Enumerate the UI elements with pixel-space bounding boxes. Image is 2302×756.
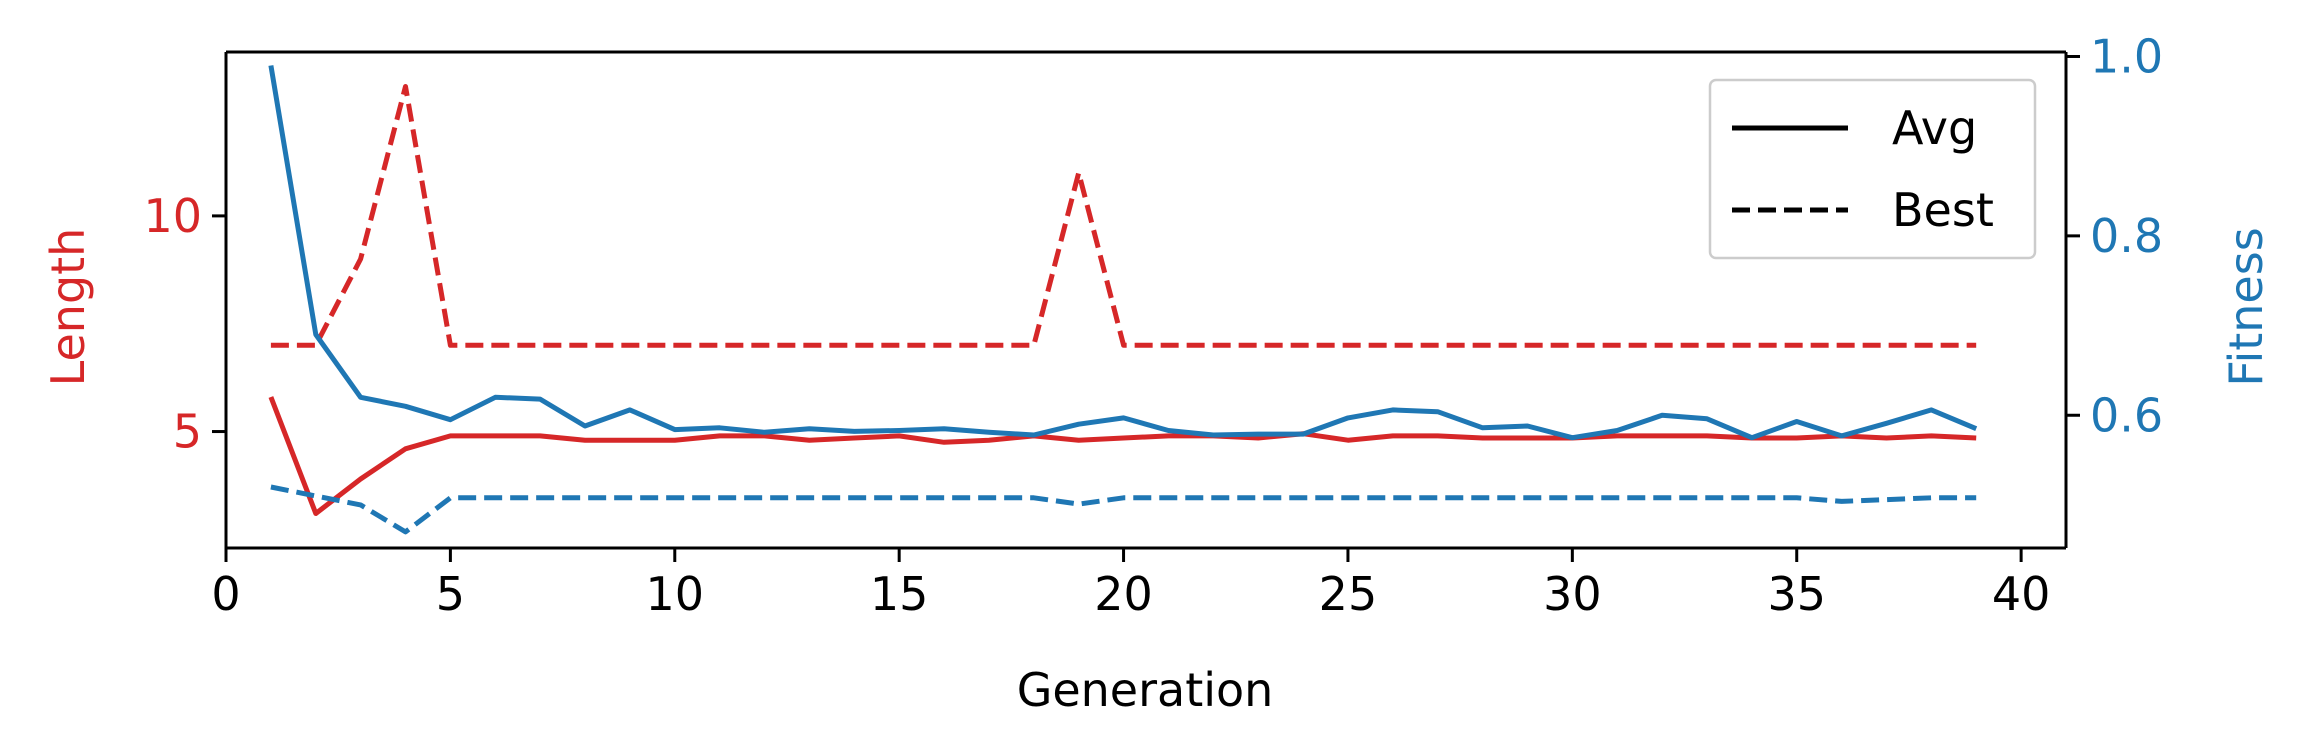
axes-layer (224, 50, 2068, 550)
series-length-avg-line (268, 396, 1977, 516)
x-axis-label: Generation (1017, 663, 1274, 717)
legend-frame (1708, 78, 2037, 260)
ticks-layer: 0 5 10 15 20 25 30 35 40 5 10 0.6 0.8 1.0 (143, 29, 2163, 621)
legend-label-best: Best (1892, 183, 1994, 237)
y-right-tick-label: 1.0 (2090, 29, 2163, 83)
x-tick-label: 0 (211, 567, 240, 621)
x-tick-label: 5 (436, 567, 465, 621)
x-tick-label: 10 (646, 567, 705, 621)
legend: Avg Best (1708, 78, 2037, 260)
x-tick-label: 35 (1767, 567, 1826, 621)
series-layer (268, 65, 1978, 535)
x-tick-label: 15 (870, 567, 929, 621)
x-tick-label: 30 (1543, 567, 1602, 621)
x-tick-label: 20 (1094, 567, 1153, 621)
y-axis-right-label: Fitness (2219, 227, 2273, 386)
y-axis-left-label: Length (41, 228, 95, 387)
y-left-tick-label: 10 (143, 189, 202, 243)
series-length-best-line (270, 84, 1977, 348)
legend-label-avg: Avg (1892, 101, 1977, 155)
series-fitness-avg-line (268, 65, 1978, 441)
y-right-tick-label: 0.6 (2090, 388, 2163, 442)
x-tick-label: 40 (1992, 567, 2051, 621)
y-right-tick-label: 0.8 (2090, 209, 2163, 263)
series-fitness-best-line (270, 484, 1977, 535)
y-left-tick-label: 5 (173, 405, 202, 459)
x-tick-label: 25 (1319, 567, 1378, 621)
